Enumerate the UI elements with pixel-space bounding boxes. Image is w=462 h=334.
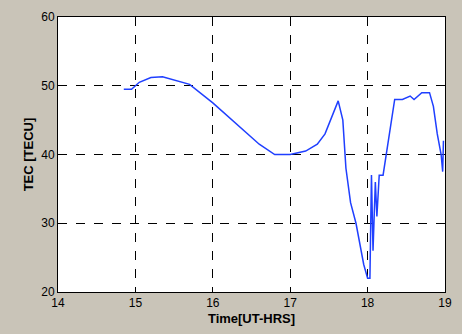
svg-text:15: 15 xyxy=(129,296,143,310)
svg-text:14: 14 xyxy=(51,296,65,310)
svg-text:30: 30 xyxy=(41,216,55,230)
svg-text:60: 60 xyxy=(41,10,55,24)
svg-text:50: 50 xyxy=(41,79,55,93)
svg-text:19: 19 xyxy=(438,296,452,310)
svg-text:18: 18 xyxy=(361,296,375,310)
svg-text:20: 20 xyxy=(41,285,55,299)
svg-text:40: 40 xyxy=(41,148,55,162)
svg-text:16: 16 xyxy=(206,296,220,310)
svg-text:17: 17 xyxy=(284,296,298,310)
svg-text:TEC [TECU]: TEC [TECU] xyxy=(21,118,36,192)
svg-text:Time[UT-HRS]: Time[UT-HRS] xyxy=(208,311,295,326)
